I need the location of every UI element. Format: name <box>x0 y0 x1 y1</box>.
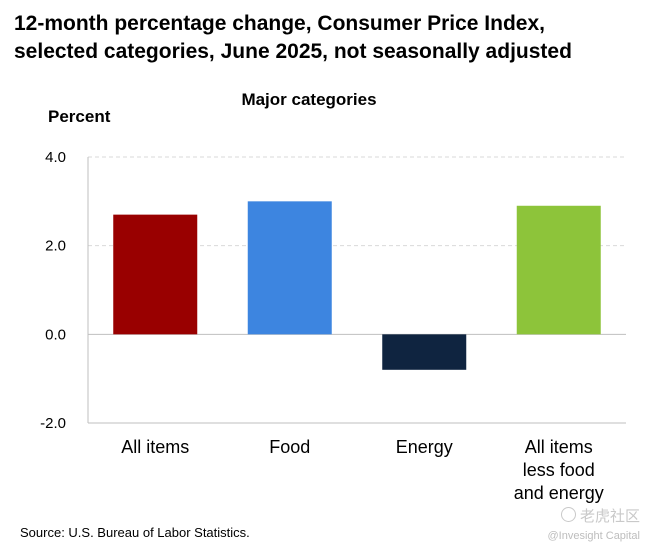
y-tick-label: 4.0 <box>45 149 66 166</box>
x-tick-label: and energy <box>514 483 604 503</box>
chart-title-line-1: 12-month percentage change, Consumer Pri… <box>14 12 545 35</box>
bar <box>247 201 332 335</box>
watermark-handle: @Invesight Capital <box>547 530 641 542</box>
chart-title-line-2: selected categories, June 2025, not seas… <box>14 40 572 63</box>
bar <box>382 334 467 370</box>
x-tick-label: All items <box>121 437 189 457</box>
x-tick-label: All items <box>525 437 593 457</box>
bar <box>113 214 198 335</box>
bar-chart: -2.0 0.0 2.0 4.0 All items Food Energy All item… <box>40 149 626 503</box>
watermark-line-1: 老虎社区 <box>579 507 640 525</box>
watermark-text: 老虎社区 <box>560 505 640 526</box>
bar <box>516 205 601 335</box>
x-tick-label: less food <box>523 460 595 480</box>
chart-subtitle: Major categories <box>241 90 377 109</box>
source-note: Source: U.S. Bureau of Labor Statistics. <box>20 525 250 540</box>
chart-title: 12-month percentage change, Consumer Pri… <box>14 10 644 66</box>
y-tick-label: 2.0 <box>45 238 66 255</box>
y-tick-label: 0.0 <box>45 326 66 343</box>
y-axis-label: Percent <box>48 107 111 126</box>
x-tick-label: Food <box>269 437 310 457</box>
y-tick-label: -2.0 <box>40 415 66 432</box>
x-tick-label: Energy <box>396 437 453 457</box>
watermark-logo-icon <box>560 507 576 522</box>
